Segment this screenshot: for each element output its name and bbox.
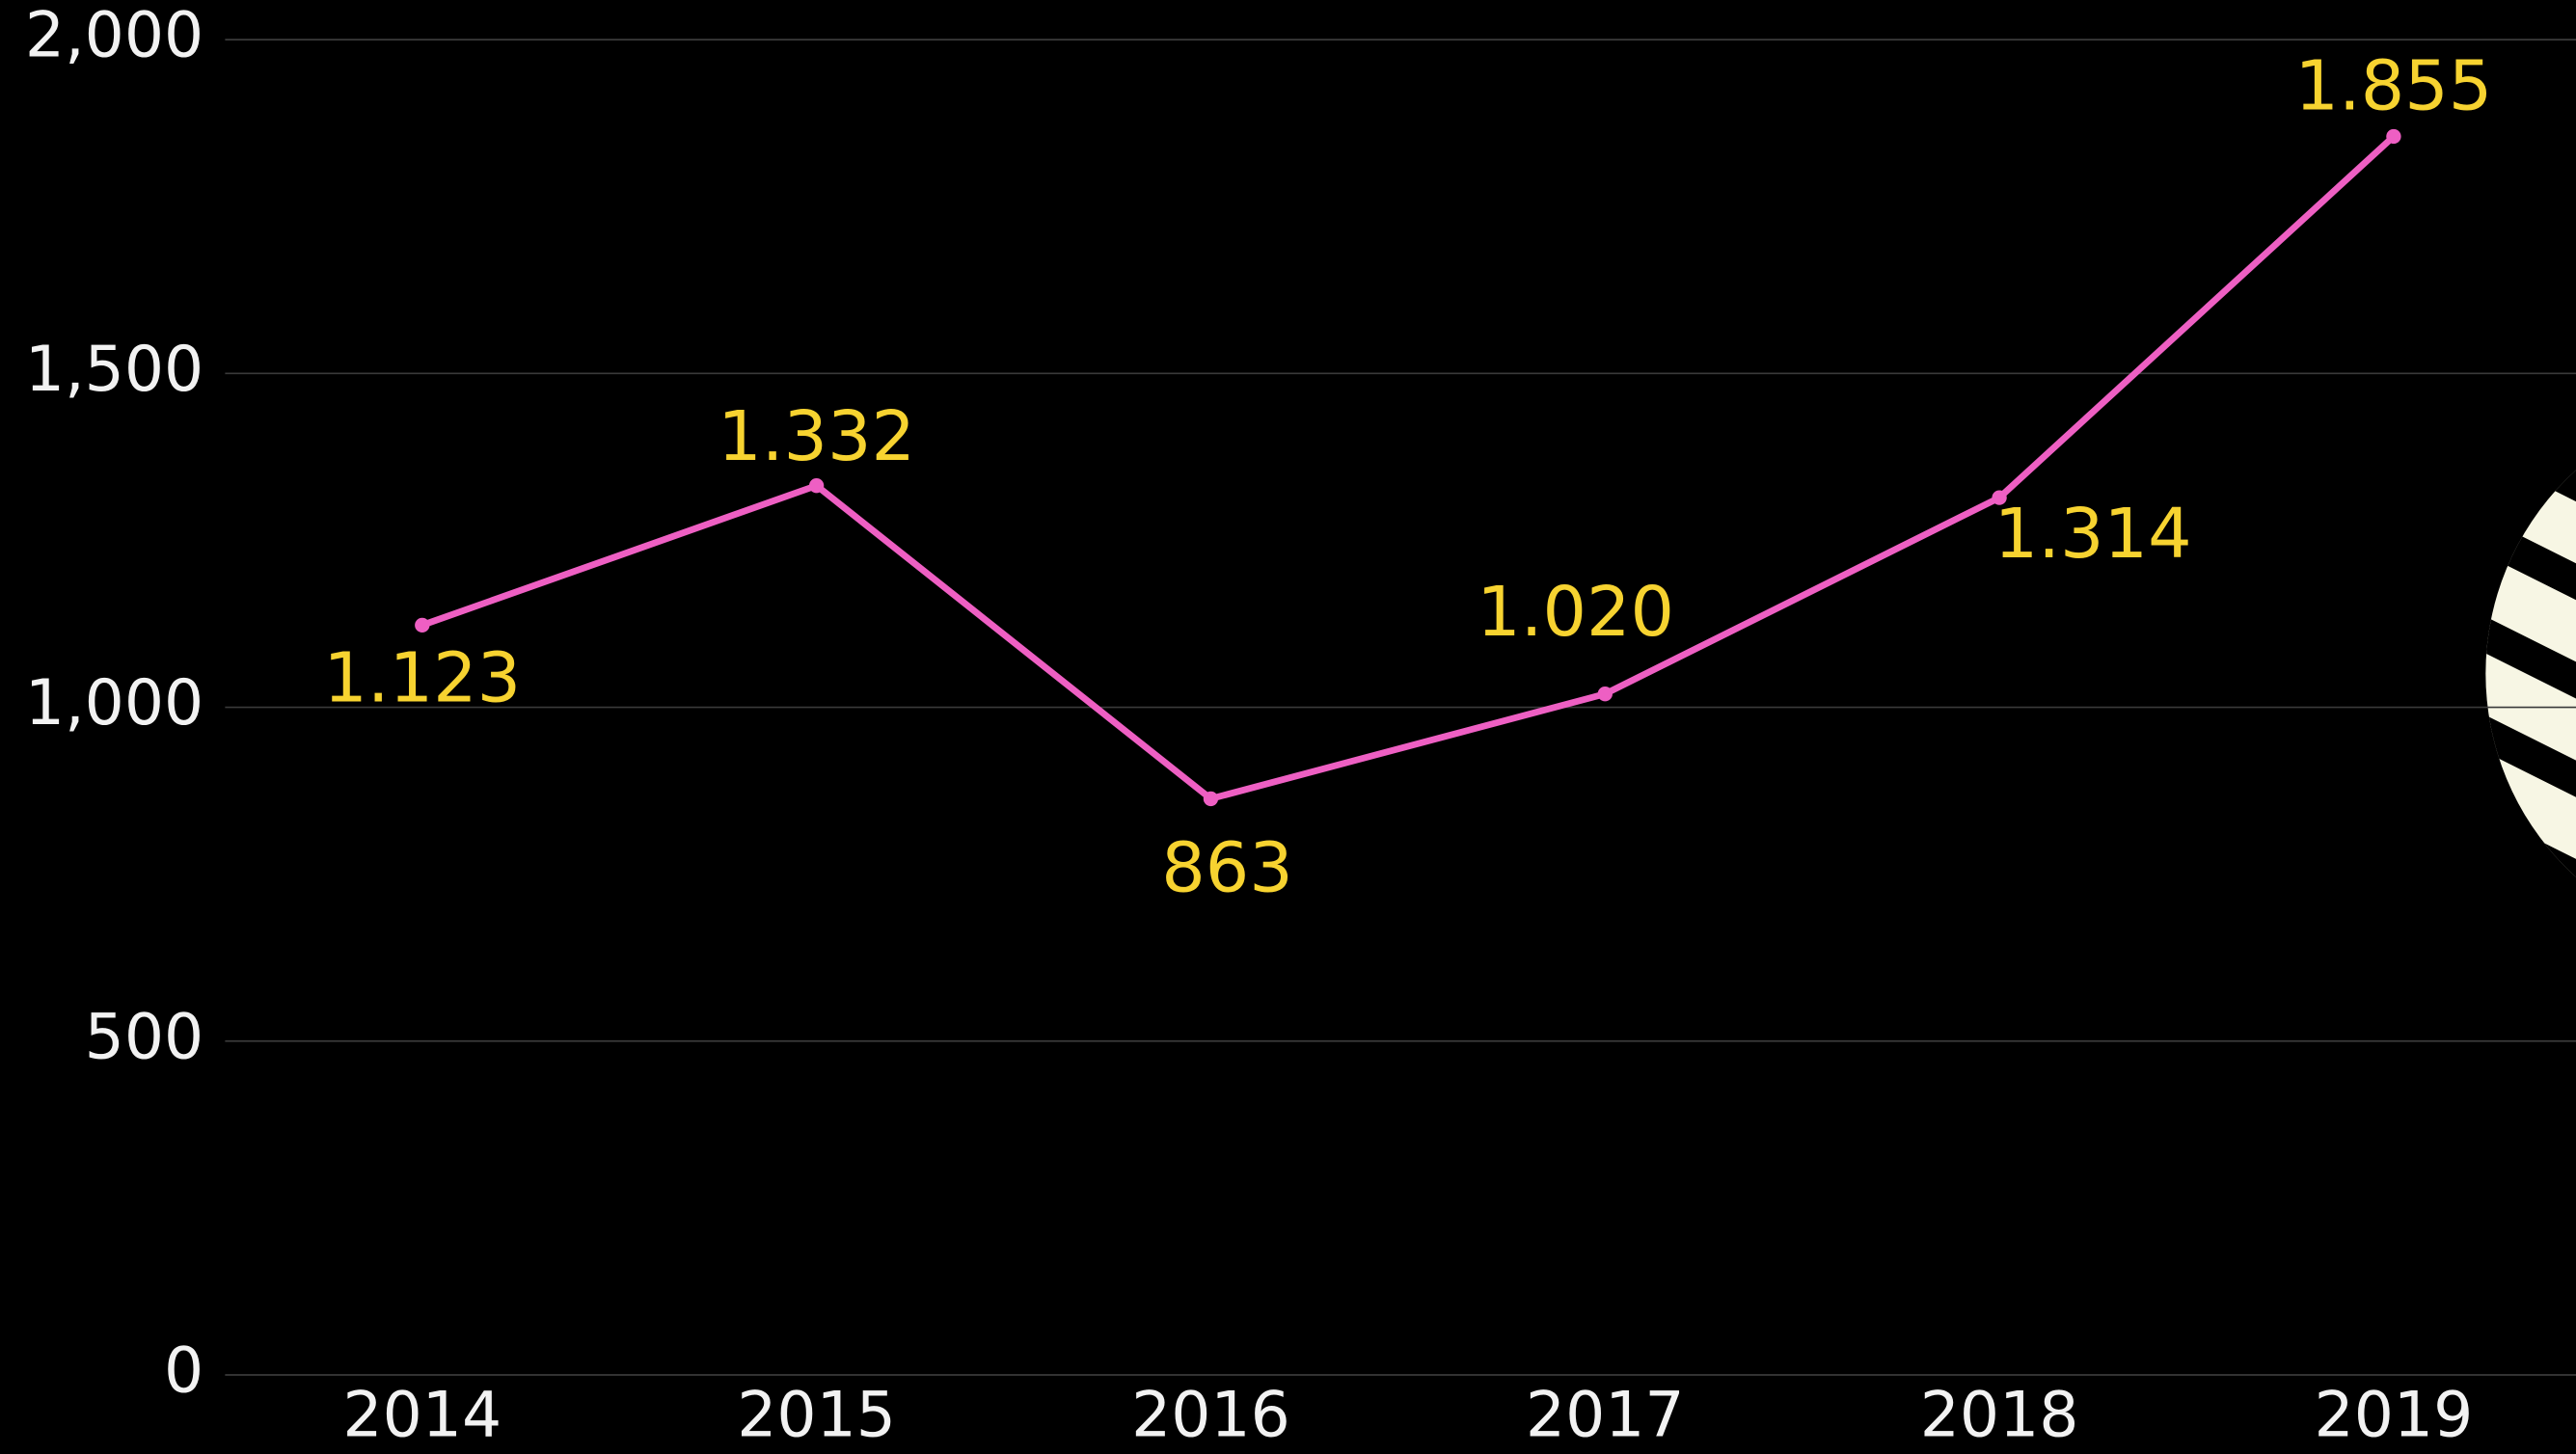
x-tick-label: 2017 <box>1526 1380 1685 1452</box>
point <box>808 477 825 494</box>
x-tick-label: 2018 <box>1920 1380 2079 1452</box>
point <box>415 617 430 633</box>
data-label: 1.123 <box>323 638 521 718</box>
x-tick-label: 2016 <box>1131 1380 1290 1452</box>
y-tick-label: 500 <box>85 1001 204 1073</box>
data-label: 1.020 <box>1477 572 1674 652</box>
point <box>2386 128 2401 145</box>
data-label: 1.314 <box>1994 494 2192 574</box>
x-tick-label: 2014 <box>342 1380 502 1452</box>
point <box>1597 687 1613 702</box>
data-label: 1.855 <box>2295 45 2493 125</box>
point <box>1992 490 2007 505</box>
line <box>420 134 2397 803</box>
y-tick-label: 0 <box>164 1335 203 1408</box>
x-tick-label: 2019 <box>2315 1380 2474 1452</box>
y-tick-label: 1,500 <box>25 334 203 406</box>
y-tick-label: 2,000 <box>25 0 203 72</box>
point <box>1203 791 1219 807</box>
y-tick-label: 1,000 <box>25 667 203 740</box>
data-label: 1.332 <box>718 396 915 476</box>
data-label: 863 <box>1161 828 1293 908</box>
x-tick-label: 2015 <box>737 1380 896 1452</box>
